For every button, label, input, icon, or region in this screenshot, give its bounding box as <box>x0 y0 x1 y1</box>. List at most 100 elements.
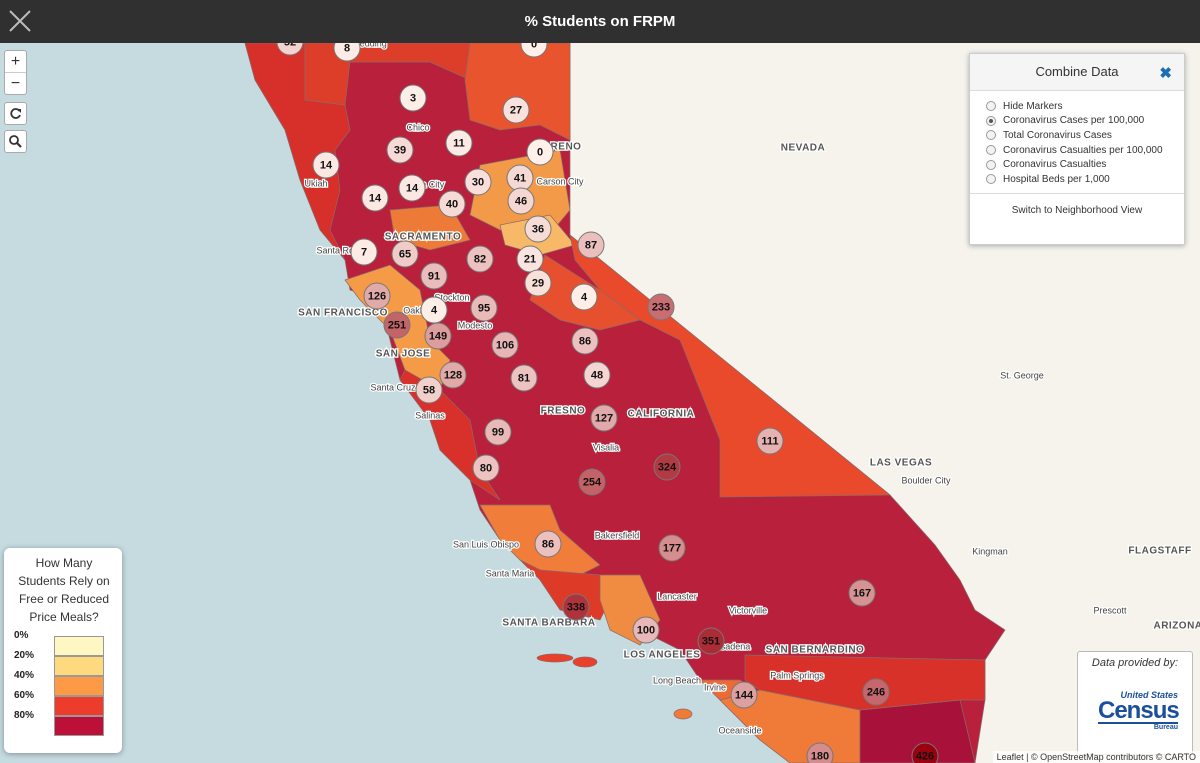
place-label: Boulder City <box>901 475 951 485</box>
marker[interactable] <box>445 129 473 157</box>
marker[interactable] <box>383 311 411 339</box>
marker-label: 3 <box>410 92 416 104</box>
marker[interactable] <box>510 364 538 392</box>
place-label: St. George <box>1000 370 1044 380</box>
zoom-control: + − <box>4 50 27 95</box>
marker[interactable] <box>472 454 500 482</box>
marker[interactable] <box>524 215 552 243</box>
option[interactable]: Hide Markers <box>986 99 1184 114</box>
close-icon[interactable] <box>8 9 32 33</box>
marker[interactable] <box>439 361 467 389</box>
marker[interactable] <box>862 678 890 706</box>
marker[interactable] <box>526 138 554 166</box>
radio <box>986 174 996 185</box>
marker[interactable] <box>470 294 498 322</box>
marker[interactable] <box>658 534 686 562</box>
marker[interactable] <box>484 418 512 446</box>
marker[interactable] <box>398 174 426 202</box>
marker[interactable] <box>502 96 530 124</box>
marker-label: 86 <box>579 335 591 347</box>
marker[interactable] <box>730 681 758 709</box>
place-label: RENO <box>551 142 582 153</box>
marker[interactable] <box>491 331 519 359</box>
marker[interactable] <box>386 136 414 164</box>
marker[interactable] <box>756 427 784 455</box>
marker[interactable] <box>516 245 544 273</box>
marker[interactable] <box>361 184 389 212</box>
marker[interactable] <box>424 322 452 350</box>
marker-label: 30 <box>472 176 484 188</box>
marker-label: 80 <box>480 462 492 474</box>
option[interactable]: Coronavirus Cases per 100,000 <box>986 114 1184 129</box>
refresh-button[interactable] <box>4 102 27 125</box>
marker-label: 95 <box>478 302 490 314</box>
marker[interactable] <box>312 151 340 179</box>
marker[interactable] <box>848 579 876 607</box>
marker[interactable] <box>420 262 448 290</box>
marker-label: 8 <box>344 42 350 54</box>
marker-label: 351 <box>702 635 720 647</box>
marker[interactable] <box>653 453 681 481</box>
marker[interactable] <box>464 168 492 196</box>
zoom-out[interactable]: − <box>10 75 21 92</box>
marker[interactable] <box>806 742 834 763</box>
marker-label: 21 <box>524 253 536 265</box>
marker[interactable] <box>571 327 599 355</box>
marker[interactable] <box>583 361 611 389</box>
marker[interactable] <box>363 282 391 310</box>
marker-label: 254 <box>583 476 602 488</box>
place-label: Santa Maria <box>486 568 535 578</box>
neighborhood-link[interactable]: Switch to Neighborhood View <box>1011 204 1143 216</box>
place-label: FLAGSTAFF <box>1128 546 1191 557</box>
marker[interactable] <box>590 404 618 432</box>
option[interactable]: Coronavirus Casualties <box>986 157 1184 172</box>
marker-label: 11 <box>453 137 465 149</box>
marker-label: 14 <box>406 182 419 194</box>
marker[interactable] <box>632 616 660 644</box>
option[interactable]: Total Coronavirus Cases <box>986 128 1184 143</box>
marker-label: 46 <box>515 195 527 207</box>
marker[interactable] <box>391 240 419 268</box>
option[interactable]: Coronavirus Casualties per 100,000 <box>986 143 1184 158</box>
logo-word: Census <box>1098 697 1180 724</box>
marker-label: 82 <box>474 253 486 265</box>
marker[interactable] <box>350 238 378 266</box>
marker[interactable] <box>466 245 494 273</box>
marker-label: 36 <box>532 223 544 235</box>
place-label: Modesto <box>458 320 493 330</box>
marker[interactable] <box>578 468 606 496</box>
marker[interactable] <box>697 627 725 655</box>
marker[interactable] <box>562 593 590 621</box>
marker[interactable] <box>577 231 605 259</box>
marker[interactable] <box>524 269 552 297</box>
place-label: SAN JOSE <box>376 349 431 360</box>
combine-panel: Combine Data ✖ Hide Markers Coronavirus C… <box>969 53 1185 245</box>
marker[interactable] <box>647 293 675 321</box>
marker[interactable] <box>420 296 448 324</box>
zoom-in[interactable]: + <box>5 51 26 73</box>
search-button[interactable] <box>4 130 27 153</box>
marker-label: 126 <box>368 290 386 302</box>
legend-label: 60% <box>14 690 35 701</box>
marker[interactable] <box>570 283 598 311</box>
marker[interactable] <box>911 742 939 763</box>
legend-title: How Many Students Rely on Free or Reduce… <box>18 556 110 624</box>
marker-label: 65 <box>399 248 411 260</box>
radio <box>986 159 996 170</box>
legend-label: 0% <box>14 630 29 641</box>
marker[interactable] <box>438 190 466 218</box>
marker-label: 81 <box>518 372 530 384</box>
marker-label: 251 <box>388 319 406 331</box>
radio <box>986 115 996 126</box>
option[interactable]: Hospital Beds per 1,000 <box>986 172 1184 187</box>
marker-label: 39 <box>394 144 406 156</box>
panel-close[interactable]: ✖ <box>1159 65 1172 82</box>
marker[interactable] <box>415 376 443 404</box>
marker-label: 177 <box>663 542 681 554</box>
marker[interactable] <box>399 84 427 112</box>
marker[interactable] <box>507 187 535 215</box>
marker[interactable] <box>534 530 562 558</box>
marker-label: 149 <box>429 330 447 342</box>
